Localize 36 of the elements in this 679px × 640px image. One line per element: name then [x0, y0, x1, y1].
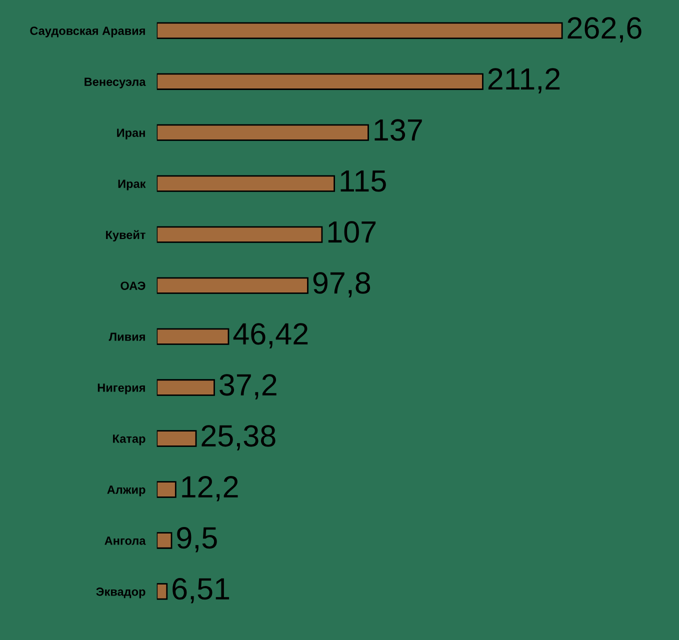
y-tick-label: Саудовская Аравия	[30, 26, 145, 38]
bar	[156, 583, 168, 600]
y-tick-label: Ангола	[104, 536, 146, 545]
bar	[156, 430, 197, 447]
bar	[156, 226, 323, 243]
data-label: 37,2	[220, 374, 276, 400]
y-tick-label: Ливия	[108, 332, 145, 341]
bar	[156, 22, 563, 39]
y-tick-label: Кувейт	[106, 230, 146, 242]
data-label: 9,5	[177, 527, 217, 552]
data-label: 46,42	[233, 323, 308, 348]
y-tick-label: Эквадор	[96, 588, 146, 598]
y-tick-label: ОАЭ	[120, 282, 146, 290]
data-label: 12,2	[182, 476, 238, 502]
bar	[156, 124, 369, 141]
bar	[156, 328, 230, 345]
y-tick-label: Иран	[117, 128, 145, 140]
data-label: 115	[340, 170, 386, 192]
data-label: 25,38	[202, 425, 276, 450]
bar	[156, 532, 172, 549]
data-label: 137	[374, 119, 422, 141]
bar	[156, 277, 308, 294]
y-tick-label: Катар	[113, 434, 146, 446]
bar	[156, 481, 176, 498]
data-label: 107	[328, 221, 376, 243]
data-label: 6,51	[172, 578, 230, 604]
bar	[156, 73, 484, 90]
bar	[156, 379, 215, 396]
data-label: 97,8	[313, 272, 370, 298]
y-tick-label: Алжир	[107, 486, 146, 496]
y-tick-label: Нигерия	[98, 384, 145, 394]
data-label: 262,6	[568, 17, 642, 42]
data-label: 211,2	[488, 68, 560, 94]
y-tick-label: Венесуэла	[84, 78, 146, 88]
y-tick-label: Ирак	[118, 180, 146, 190]
bar	[156, 175, 335, 192]
